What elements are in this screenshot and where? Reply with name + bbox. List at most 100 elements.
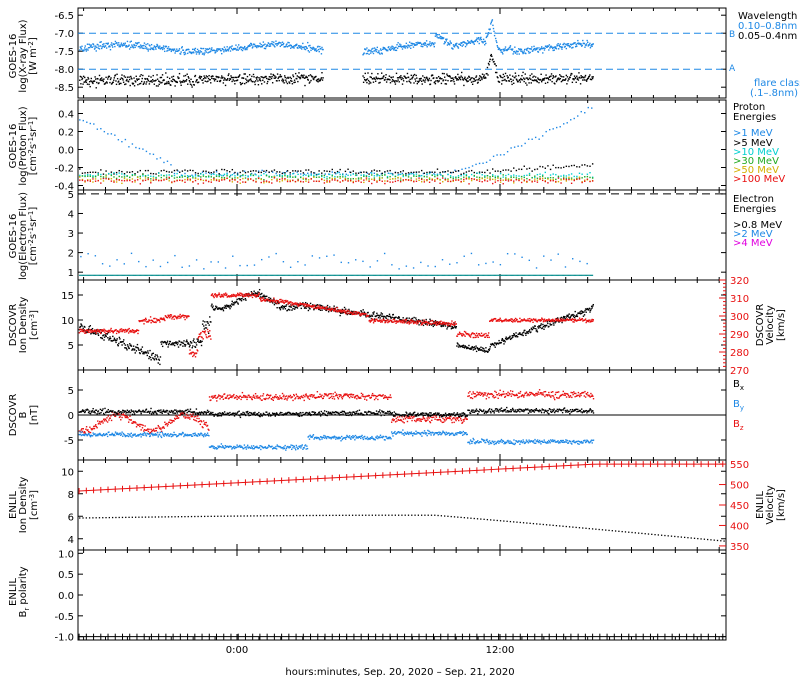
xray-long-series-point bbox=[476, 37, 478, 39]
xray-long-series-point bbox=[96, 46, 98, 49]
xray-short-series-point bbox=[205, 77, 207, 79]
proton-series-6-point bbox=[363, 179, 365, 181]
xray-long-series-point bbox=[577, 39, 579, 42]
xray-long-series-point bbox=[411, 44, 413, 47]
proton-series-4-point bbox=[205, 176, 207, 178]
proton-series-2-point bbox=[223, 168, 226, 171]
xray-short-series-point bbox=[363, 76, 365, 79]
dscovr-density-series-point bbox=[293, 308, 296, 310]
electron-08-series-point bbox=[227, 274, 229, 276]
electron-08-series-point bbox=[587, 274, 589, 276]
proton-series-4-point bbox=[365, 175, 368, 178]
proton-series-6-point bbox=[126, 179, 128, 182]
xray-short-series-point bbox=[216, 80, 219, 82]
proton-series-5-point bbox=[152, 177, 155, 179]
proton-series-3-point bbox=[536, 173, 539, 176]
electron-08-series-point bbox=[414, 274, 416, 276]
xray-short-series-point bbox=[296, 78, 298, 80]
electron-08-series-point bbox=[372, 274, 374, 276]
xray-long-series-point bbox=[453, 46, 456, 48]
electron-08-series-point bbox=[503, 274, 505, 276]
proton-series-5-point bbox=[344, 178, 347, 180]
proton-series-1-point bbox=[570, 119, 572, 121]
electron-08-series-point bbox=[541, 274, 543, 276]
dscovr-density-series-point bbox=[312, 304, 314, 306]
proton-series-3-point bbox=[586, 173, 589, 175]
proton-series-3-point bbox=[92, 175, 94, 177]
xray-long-series-point bbox=[155, 48, 157, 50]
proton-series-2-point bbox=[86, 171, 89, 174]
xray-long-series-point bbox=[108, 46, 110, 48]
proton-series-3-point bbox=[89, 174, 92, 176]
xray-short-series-point bbox=[174, 80, 177, 83]
xray-short-series-point bbox=[189, 83, 192, 85]
electron-08-series-point bbox=[305, 274, 308, 276]
xray-short-series-point bbox=[401, 76, 403, 79]
electron-08-series-point bbox=[140, 274, 142, 276]
dscovr-density-series-point bbox=[340, 312, 342, 314]
dscovr-density-series-point bbox=[180, 343, 182, 346]
dscovr-density-series-point bbox=[591, 307, 593, 309]
proton-series-4-point bbox=[252, 174, 255, 176]
xray-long-series-point bbox=[533, 47, 536, 50]
xray-long-series-point bbox=[226, 46, 228, 48]
xray-long-series-point bbox=[244, 48, 246, 51]
dscovr-velocity-series-point bbox=[169, 314, 172, 316]
proton-series-3-point bbox=[494, 175, 497, 177]
xray-short-series-point bbox=[474, 79, 477, 82]
xray-long-series-point bbox=[585, 43, 588, 45]
proton-series-3-point bbox=[123, 174, 126, 176]
xray-short-series-point bbox=[200, 75, 203, 78]
xray-long-series-point bbox=[173, 48, 176, 50]
proton-series-5-point bbox=[126, 178, 128, 181]
xray-short-series-point bbox=[413, 73, 416, 76]
xray-short-series-point bbox=[139, 75, 141, 77]
proton-series-5-point bbox=[541, 177, 544, 180]
xray-short-series-point bbox=[230, 76, 233, 79]
xray-short-series-point bbox=[508, 80, 511, 82]
xray-short-series-point bbox=[491, 55, 493, 58]
dscovr-velocity-series-point bbox=[185, 315, 187, 318]
xray-short-series-point bbox=[146, 77, 148, 80]
xray-long-series-point bbox=[502, 53, 504, 55]
electron-2-series-point bbox=[362, 260, 364, 263]
xray-short-series-point bbox=[224, 78, 226, 80]
dscovr-density-series-point bbox=[546, 324, 548, 327]
xray-short-series-point bbox=[164, 83, 166, 85]
xray-long-series-point bbox=[444, 41, 446, 43]
electron-2-series-point bbox=[203, 268, 205, 270]
xray-short-series-point bbox=[322, 77, 324, 79]
dscovr-density-series-point bbox=[508, 336, 511, 339]
electron-08-series-point bbox=[88, 274, 91, 276]
xray-short-series-point bbox=[492, 58, 494, 60]
xray-long-series-point bbox=[229, 50, 232, 52]
electron-08-series-point bbox=[568, 274, 571, 276]
proton-series-6-point bbox=[565, 178, 568, 181]
xray-short-series-point bbox=[430, 75, 433, 77]
xray-short-series-point bbox=[473, 78, 475, 80]
xray-short-series-point bbox=[462, 79, 465, 81]
xray-short-series-point bbox=[487, 62, 490, 65]
proton-series-6-point bbox=[257, 177, 260, 179]
proton-series-3-point bbox=[79, 174, 81, 177]
xray-short-series-point bbox=[261, 83, 263, 85]
proton-series-2-point bbox=[155, 173, 157, 175]
proton-series-4-point bbox=[531, 177, 533, 179]
xray-long-series-point bbox=[434, 35, 437, 37]
electron-08-series-point bbox=[362, 274, 365, 276]
xray-long-series-point bbox=[398, 45, 400, 48]
electron-2-series-point bbox=[217, 261, 220, 263]
electron-08-series-point bbox=[132, 274, 134, 276]
proton-series-4-point bbox=[549, 176, 552, 179]
proton-series-3-point bbox=[386, 175, 389, 178]
dscovr-density-series-point bbox=[84, 326, 86, 328]
electron-2-series-point bbox=[94, 255, 97, 257]
proton-series-5-point bbox=[313, 176, 315, 178]
proton-series-3-point bbox=[478, 172, 481, 175]
dscovr-density-series-point bbox=[189, 340, 192, 343]
electron-08-series-point bbox=[438, 274, 440, 276]
dscovr-velocity-series-point bbox=[126, 329, 128, 331]
xray-long-series-point bbox=[262, 44, 264, 47]
proton-series-6-point bbox=[255, 181, 257, 183]
dscovr-density-series-point bbox=[304, 306, 306, 309]
